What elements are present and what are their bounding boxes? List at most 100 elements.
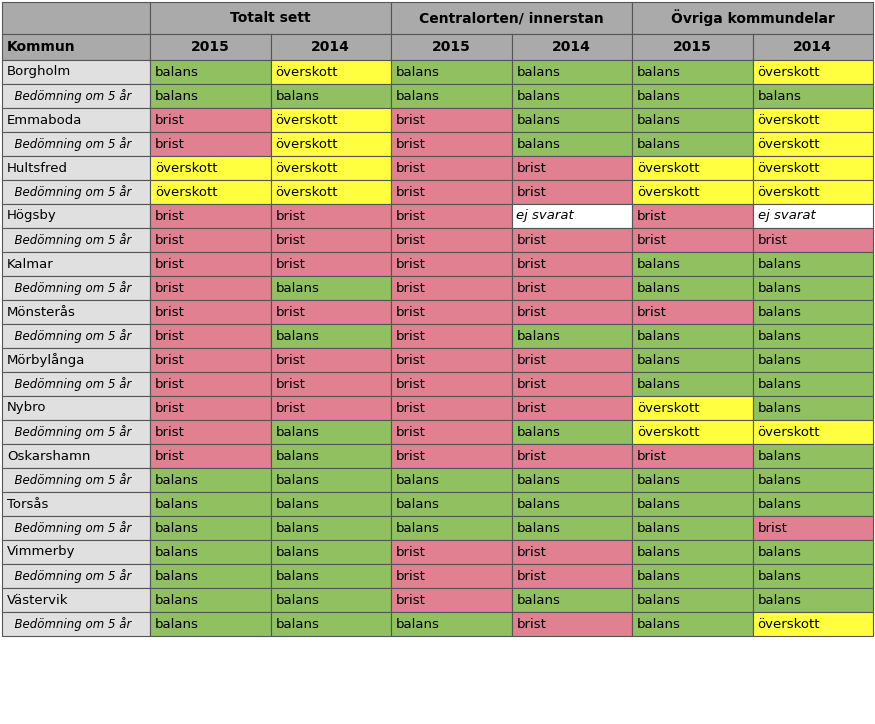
Bar xyxy=(752,468,873,492)
Text: Centralorten/ innerstan: Centralorten/ innerstan xyxy=(419,11,604,25)
Text: brist: brist xyxy=(155,282,185,295)
Bar xyxy=(752,300,873,324)
Bar xyxy=(2,468,150,492)
Text: balans: balans xyxy=(758,497,802,510)
Bar xyxy=(270,468,391,492)
Text: Bedömning om 5 år: Bedömning om 5 år xyxy=(7,521,131,535)
Text: överskott: överskott xyxy=(155,161,218,174)
Bar xyxy=(2,34,150,60)
Bar xyxy=(270,84,391,108)
Bar xyxy=(150,396,270,420)
Text: Övriga kommundelar: Övriga kommundelar xyxy=(670,9,835,26)
Text: balans: balans xyxy=(276,545,319,558)
Bar xyxy=(752,34,873,60)
Bar xyxy=(150,180,270,204)
Bar xyxy=(632,540,752,564)
Bar xyxy=(150,84,270,108)
Text: överskott: överskott xyxy=(758,426,820,439)
Text: balans: balans xyxy=(396,65,440,78)
Text: brist: brist xyxy=(276,234,305,246)
Bar xyxy=(270,588,391,612)
Text: brist: brist xyxy=(155,426,185,439)
Bar xyxy=(512,348,632,372)
Text: balans: balans xyxy=(155,545,199,558)
Bar xyxy=(150,34,270,60)
Text: balans: balans xyxy=(516,329,560,342)
Bar xyxy=(391,204,512,228)
Bar xyxy=(391,60,512,84)
Text: brist: brist xyxy=(155,209,185,222)
Bar xyxy=(512,276,632,300)
Bar xyxy=(391,276,512,300)
Bar xyxy=(150,444,270,468)
Text: balans: balans xyxy=(396,473,440,487)
Text: balans: balans xyxy=(276,570,319,583)
Text: brist: brist xyxy=(396,234,426,246)
Bar xyxy=(391,132,512,156)
Bar xyxy=(752,108,873,132)
Text: Totalt sett: Totalt sett xyxy=(230,11,311,25)
Text: Borgholm: Borgholm xyxy=(7,65,71,78)
Bar xyxy=(391,468,512,492)
Bar xyxy=(2,252,150,276)
Bar xyxy=(391,108,512,132)
Bar xyxy=(270,228,391,252)
Text: balans: balans xyxy=(758,282,802,295)
Bar xyxy=(150,516,270,540)
Text: 2015: 2015 xyxy=(673,40,711,54)
Text: balans: balans xyxy=(758,258,802,271)
Bar xyxy=(752,84,873,108)
Bar xyxy=(2,156,150,180)
Text: brist: brist xyxy=(516,353,546,366)
Text: brist: brist xyxy=(396,185,426,198)
Bar xyxy=(391,228,512,252)
Bar xyxy=(512,540,632,564)
Bar xyxy=(632,2,873,34)
Text: brist: brist xyxy=(516,234,546,246)
Bar xyxy=(2,324,150,348)
Text: balans: balans xyxy=(276,521,319,534)
Bar xyxy=(752,516,873,540)
Bar xyxy=(632,60,752,84)
Bar xyxy=(270,540,391,564)
Bar xyxy=(752,156,873,180)
Bar xyxy=(391,444,512,468)
Text: brist: brist xyxy=(155,377,185,390)
Text: Bedömning om 5 år: Bedömning om 5 år xyxy=(7,233,131,247)
Text: överskott: överskott xyxy=(637,402,699,415)
Text: brist: brist xyxy=(758,234,788,246)
Text: balans: balans xyxy=(155,65,199,78)
Bar xyxy=(632,34,752,60)
Text: överskott: överskott xyxy=(758,114,820,127)
Bar xyxy=(2,372,150,396)
Bar xyxy=(391,516,512,540)
Text: 2015: 2015 xyxy=(432,40,471,54)
Text: Bedömning om 5 år: Bedömning om 5 år xyxy=(7,89,131,103)
Text: brist: brist xyxy=(516,258,546,271)
Bar xyxy=(632,612,752,636)
Bar xyxy=(2,396,150,420)
Text: balans: balans xyxy=(637,473,681,487)
Text: brist: brist xyxy=(637,306,667,319)
Bar xyxy=(270,612,391,636)
Bar xyxy=(752,420,873,444)
Bar xyxy=(150,612,270,636)
Bar xyxy=(391,372,512,396)
Bar xyxy=(512,492,632,516)
Text: brist: brist xyxy=(516,402,546,415)
Bar xyxy=(270,132,391,156)
Text: överskott: överskott xyxy=(276,114,338,127)
Text: brist: brist xyxy=(155,329,185,342)
Text: balans: balans xyxy=(758,329,802,342)
Text: balans: balans xyxy=(276,426,319,439)
Text: balans: balans xyxy=(637,282,681,295)
Bar xyxy=(512,516,632,540)
Text: brist: brist xyxy=(276,402,305,415)
Bar xyxy=(270,276,391,300)
Bar xyxy=(632,324,752,348)
Text: överskott: överskott xyxy=(276,161,338,174)
Bar xyxy=(632,396,752,420)
Text: brist: brist xyxy=(155,306,185,319)
Bar xyxy=(512,204,632,228)
Text: balans: balans xyxy=(516,426,560,439)
